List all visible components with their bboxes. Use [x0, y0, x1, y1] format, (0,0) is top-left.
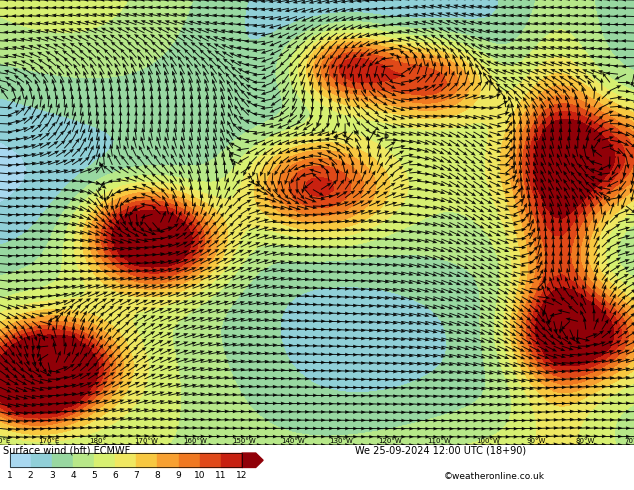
Text: 160°W: 160°W — [183, 438, 207, 444]
Text: 70°W: 70°W — [624, 438, 634, 444]
Text: 150°W: 150°W — [232, 438, 256, 444]
Text: 7: 7 — [133, 471, 139, 480]
Text: 12: 12 — [236, 471, 248, 480]
Bar — [73, 453, 94, 467]
Text: 90°W: 90°W — [527, 438, 546, 444]
Text: We 25-09-2024 12:00 UTC (18+90): We 25-09-2024 12:00 UTC (18+90) — [355, 446, 526, 456]
Text: 170°E: 170°E — [38, 438, 60, 444]
Text: 180°: 180° — [89, 438, 106, 444]
Bar — [200, 453, 221, 467]
Text: 140°W: 140°W — [281, 438, 304, 444]
Text: 110°W: 110°W — [427, 438, 451, 444]
Text: 160°E: 160°E — [0, 438, 11, 444]
Bar — [157, 453, 179, 467]
Bar — [179, 453, 200, 467]
Text: 1: 1 — [6, 471, 13, 480]
Bar — [136, 453, 157, 467]
Text: 170°W: 170°W — [134, 438, 158, 444]
Bar — [30, 453, 52, 467]
Bar — [115, 453, 136, 467]
Text: Surface wind (bft) ECMWF: Surface wind (bft) ECMWF — [3, 446, 131, 456]
Text: 5: 5 — [91, 471, 97, 480]
Text: 120°W: 120°W — [378, 438, 402, 444]
Text: 8: 8 — [155, 471, 160, 480]
Text: 11: 11 — [215, 471, 226, 480]
Text: 4: 4 — [70, 471, 75, 480]
Text: 6: 6 — [112, 471, 118, 480]
Text: 10: 10 — [194, 471, 205, 480]
Text: 9: 9 — [176, 471, 181, 480]
Polygon shape — [242, 453, 263, 467]
Bar — [52, 453, 73, 467]
Bar — [94, 453, 115, 467]
Text: 130°W: 130°W — [330, 438, 353, 444]
Text: ©weatheronline.co.uk: ©weatheronline.co.uk — [444, 472, 545, 481]
Bar — [221, 453, 242, 467]
Text: 2: 2 — [28, 471, 34, 480]
Bar — [10, 453, 242, 467]
Text: 80°W: 80°W — [576, 438, 595, 444]
Text: 100°W: 100°W — [476, 438, 500, 444]
Text: 3: 3 — [49, 471, 55, 480]
Bar — [10, 453, 30, 467]
